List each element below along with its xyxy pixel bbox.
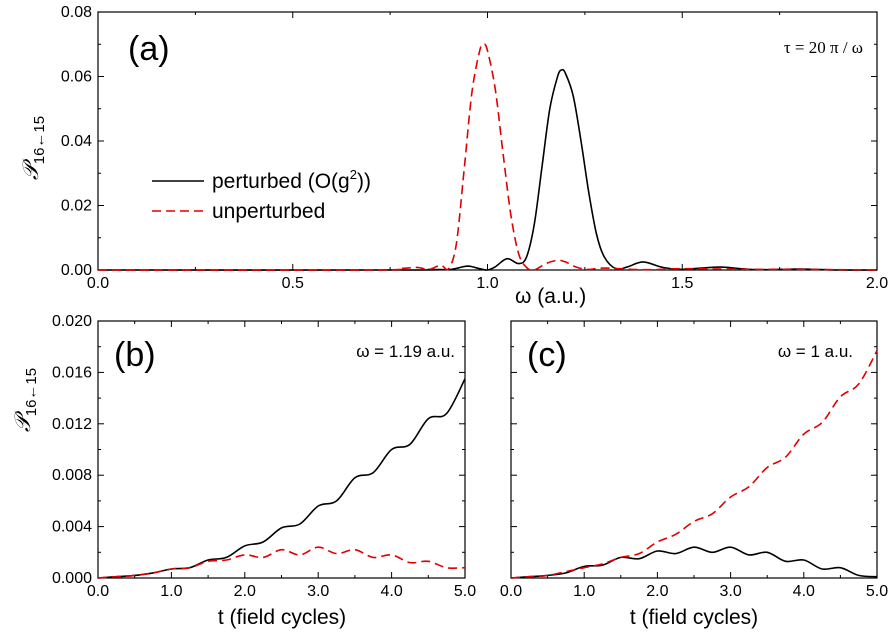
panel-c: 0.0 1.0 2.0 3.0 4.0 5.0 (c) ω = 1 a.u. t (fie…	[500, 320, 888, 629]
y-tick-label: 0.00	[61, 262, 92, 279]
panel-a-xlabel: ω (a.u.)	[515, 285, 586, 308]
x-tick-label: 4.0	[380, 583, 402, 600]
x-tick-label: 0.0	[87, 275, 109, 292]
x-tick-label: 5.0	[454, 583, 476, 600]
y-tick-label: 0.008	[52, 467, 92, 484]
panel-c-plot	[510, 350, 878, 579]
panel-c-label: (c)	[527, 336, 567, 374]
panel-a-axes: 0.0 0.5 1.0 1.5 2.0 0.00 0.02 0.04 0.06 0.08	[61, 4, 888, 292]
series-line-unperturbed	[97, 43, 878, 272]
panel-b-label: (b)	[114, 336, 156, 374]
x-tick-label: 1.5	[671, 275, 693, 292]
y-tick-label: 0.08	[61, 4, 92, 21]
series-line-unperturbed	[510, 350, 878, 579]
panel-b-ylabel-sub: 16←15	[23, 368, 40, 416]
panel-a-ylabel: 𝒫16←15	[18, 116, 48, 180]
panel-b-xlabel: t (field cycles)	[218, 606, 346, 629]
panel-b-axes: 0.0 1.0 2.0 3.0 4.0 5.0 0.000 0.004 0.008 0.012 0.…	[52, 313, 476, 600]
legend-perturbed-label: perturbed (O(g2))	[212, 167, 371, 193]
panel-a-ylabel-sub: 16←15	[31, 116, 48, 164]
y-tick-label: 0.02	[61, 198, 92, 215]
legend-unperturbed-label: unperturbed	[212, 200, 325, 223]
series-line-perturbed	[97, 378, 466, 579]
x-tick-label: 2.0	[866, 275, 888, 292]
x-tick-label: 1.0	[160, 583, 182, 600]
y-tick-label: 0.020	[52, 313, 92, 330]
panel-c-axes: 0.0 1.0 2.0 3.0 4.0 5.0	[500, 320, 888, 600]
series-line-unperturbed	[97, 546, 466, 579]
y-tick-label: 0.000	[52, 570, 92, 587]
x-tick-label: 2.0	[646, 583, 668, 600]
x-tick-label: 0.5	[282, 275, 304, 292]
y-tick-label: 0.012	[52, 416, 92, 433]
x-tick-label: 5.0	[866, 583, 888, 600]
x-tick-label: 4.0	[793, 583, 815, 600]
panel-b-annotation: ω = 1.19 a.u.	[356, 342, 455, 361]
x-tick-label: 3.0	[719, 583, 741, 600]
legend: perturbed (O(g2)) unperturbed	[152, 167, 371, 223]
x-tick-label: 1.0	[476, 275, 498, 292]
panel-b-ylabel: 𝒫16←15	[10, 368, 40, 432]
y-tick-label: 0.016	[52, 364, 92, 381]
x-tick-label: 1.0	[573, 583, 595, 600]
series-line-perturbed	[510, 546, 878, 579]
x-tick-label: 3.0	[307, 583, 329, 600]
panel-a-annotation: τ = 20 π / ω	[784, 38, 863, 57]
x-tick-label: 0.0	[87, 583, 109, 600]
panel-a-label: (a)	[128, 30, 170, 68]
panel-c-annotation: ω = 1 a.u.	[778, 342, 853, 361]
y-tick-label: 0.06	[61, 69, 92, 86]
y-tick-label: 0.04	[61, 133, 92, 150]
x-tick-label: 2.0	[234, 583, 256, 600]
panel-a-plot	[97, 43, 878, 272]
y-tick-label: 0.004	[52, 519, 92, 536]
panel-b: 0.0 1.0 2.0 3.0 4.0 5.0 0.000 0.004 0.008 0.012 0.…	[10, 313, 476, 629]
panel-b-plot	[97, 378, 466, 579]
x-tick-label: 0.0	[500, 583, 522, 600]
panel-c-xlabel: t (field cycles)	[630, 606, 758, 629]
panel-a: 0.0 0.5 1.0 1.5 2.00.000.020.040.060.08 (a) …	[18, 4, 888, 308]
